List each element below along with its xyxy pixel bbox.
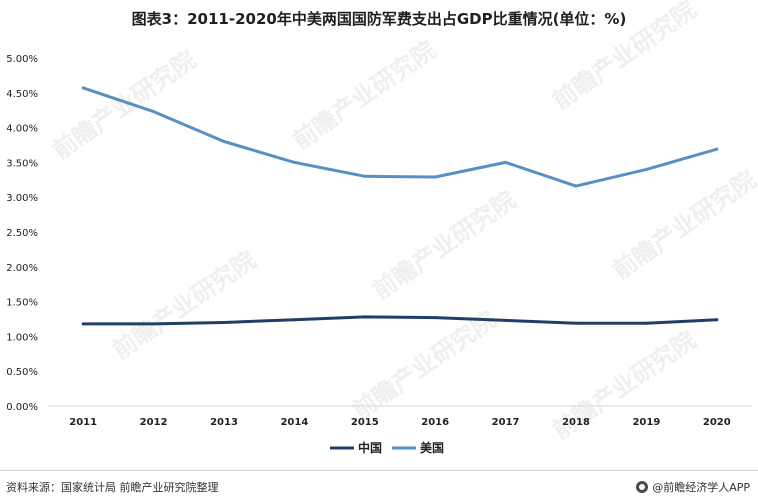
legend-label: 中国 [358, 440, 382, 455]
watermark: 前瞻产业研究院 [367, 186, 521, 305]
data-point [504, 318, 508, 322]
x-tick-label: 2020 [703, 417, 731, 428]
y-tick-label: 2.50% [6, 228, 38, 239]
legend-label: 美国 [420, 440, 444, 455]
brand-logo-icon [636, 481, 649, 493]
chart-title: 图表3：2011-2020年中美两国国防军费支出占GDP比重情况(单位：%) [131, 10, 627, 28]
y-tick-label: 4.00% [6, 124, 38, 135]
data-point [81, 322, 85, 326]
y-tick-label: 5.00% [6, 54, 38, 65]
y-tick-label: 0.50% [6, 367, 38, 378]
data-point [433, 316, 437, 320]
series-line-2 [81, 86, 719, 188]
y-tick-label: 3.00% [6, 193, 38, 204]
brand-label: @前瞻经济学人APP [652, 481, 750, 494]
x-tick-label: 2019 [632, 417, 660, 428]
data-point [715, 147, 719, 151]
data-point [574, 184, 578, 188]
data-point [81, 86, 85, 90]
source-note: 资料来源：国家统计局 前瞻产业研究院整理 [6, 481, 219, 494]
x-tick-label: 2014 [280, 417, 308, 428]
watermark: 前瞻产业研究院 [107, 246, 261, 365]
x-tick-label: 2018 [562, 417, 590, 428]
x-tick-label: 2012 [140, 417, 168, 428]
y-tick-label: 4.50% [6, 89, 38, 100]
footer: 资料来源：国家统计局 前瞻产业研究院整理 @前瞻经济学人APP [0, 470, 758, 501]
y-tick-label: 1.00% [6, 332, 38, 343]
x-tick-label: 2013 [210, 417, 238, 428]
data-point [152, 322, 156, 326]
data-point [504, 160, 508, 164]
y-tick-label: 1.50% [6, 298, 38, 309]
data-point [574, 321, 578, 325]
series-line-1 [81, 315, 719, 326]
data-point [644, 321, 648, 325]
x-tick-label: 2016 [421, 417, 449, 428]
watermark: 前瞻产业研究院 [287, 36, 441, 155]
data-point [363, 315, 367, 319]
data-point [222, 140, 226, 144]
x-tick-label: 2011 [69, 417, 97, 428]
data-point [433, 175, 437, 179]
y-tick-label: 3.50% [6, 158, 38, 169]
data-point [363, 174, 367, 178]
data-point [292, 318, 296, 322]
watermark: 前瞻产业研究院 [607, 166, 758, 285]
x-tick-label: 2017 [492, 417, 520, 428]
data-point [644, 167, 648, 171]
watermark: 前瞻产业研究院 [47, 46, 201, 165]
y-tick-label: 2.00% [6, 263, 38, 274]
x-tick-label: 2015 [351, 417, 379, 428]
data-point [222, 320, 226, 324]
data-point [152, 110, 156, 114]
watermark: 前瞻产业研究院 [547, 0, 701, 115]
y-tick-label: 0.00% [6, 402, 38, 413]
brand-credit: @前瞻经济学人APP [636, 479, 750, 495]
data-point [292, 160, 296, 164]
watermark: 前瞻产业研究院 [347, 306, 501, 425]
data-point [715, 318, 719, 322]
